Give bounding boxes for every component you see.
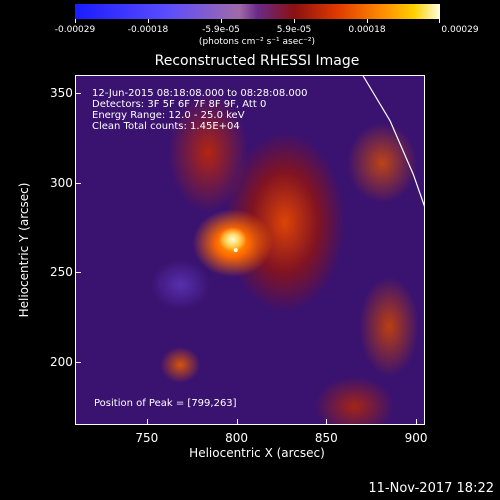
y-tick-label: 300 bbox=[50, 175, 73, 190]
colorbar-tick bbox=[294, 19, 295, 23]
x-axis-label: Heliocentric X (arcsec) bbox=[189, 446, 325, 460]
x-tick-label: 750 bbox=[135, 431, 159, 445]
solar-limb bbox=[362, 76, 424, 207]
y-tick bbox=[75, 182, 81, 184]
colorbar-tick bbox=[221, 19, 222, 23]
colorbar-tick-label: 5.9e-05 bbox=[276, 25, 312, 35]
x-tick-label: 800 bbox=[225, 431, 248, 445]
detectors-text: Detectors: 3F 5F 6F 7F 8F 9F, Att 0 bbox=[92, 99, 267, 110]
colorbar-tick-label: -0.00018 bbox=[127, 25, 169, 35]
y-axis-label: Heliocentric Y (arcsec) bbox=[17, 182, 31, 318]
x-tick bbox=[146, 419, 148, 425]
chart-title: Reconstructed RHESSI Image bbox=[154, 53, 360, 69]
y-tick-label: 350 bbox=[50, 85, 73, 100]
y-tick bbox=[75, 362, 81, 364]
heatmap-overlay bbox=[233, 76, 424, 253]
clean-counts-text: Clean Total counts: 1.45E+04 bbox=[92, 121, 240, 132]
colorbar-tick-label: 0.00029 bbox=[441, 25, 479, 35]
colorbar bbox=[75, 4, 440, 19]
colorbar-tick bbox=[75, 19, 76, 23]
footer-date: 11-Nov-2017 18:22 bbox=[368, 481, 494, 496]
x-tick bbox=[236, 419, 238, 425]
heatmap-image bbox=[75, 75, 425, 425]
x-tick-label: 900 bbox=[404, 431, 428, 445]
x-tick bbox=[326, 419, 328, 425]
colorbar-tick bbox=[367, 19, 368, 23]
colorbar-tick bbox=[439, 19, 440, 23]
peak-position-text: Position of Peak = [799,263] bbox=[94, 398, 237, 409]
y-tick-label: 200 bbox=[50, 355, 73, 370]
x-tick-label: 850 bbox=[314, 431, 338, 445]
colorbar-tick bbox=[148, 19, 149, 23]
y-tick-label: 250 bbox=[50, 265, 73, 280]
time-range-text: 12-Jun-2015 08:18:08.000 to 08:28:08.000 bbox=[92, 88, 308, 99]
energy-range-text: Energy Range: 12.0 - 25.0 keV bbox=[92, 110, 245, 121]
colorbar-tick-label: 0.00018 bbox=[348, 25, 386, 35]
colorbar-tick-label: -0.00029 bbox=[54, 25, 96, 35]
x-tick bbox=[416, 419, 418, 425]
y-tick bbox=[75, 272, 81, 274]
colorbar-units: (photons cm⁻² s⁻¹ asec⁻²) bbox=[198, 37, 316, 47]
colorbar-tick-label: -5.9e-05 bbox=[202, 25, 240, 35]
y-tick bbox=[75, 92, 81, 94]
peak-marker bbox=[233, 248, 238, 253]
